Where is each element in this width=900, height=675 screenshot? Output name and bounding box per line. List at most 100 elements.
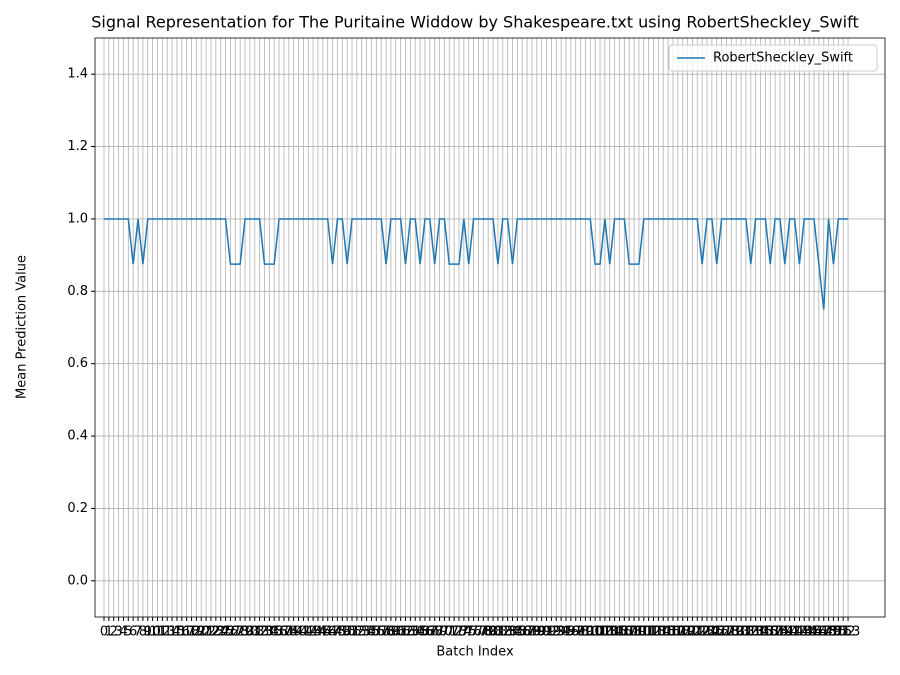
x-tick-label: 57 xyxy=(373,625,390,640)
x-tick-label: 111 xyxy=(631,625,656,640)
x-tick-label: 79 xyxy=(480,625,497,640)
x-tick-label: 75 xyxy=(460,625,477,640)
x-tick-label: 26 xyxy=(222,625,239,640)
x-tick-label: 81 xyxy=(490,625,507,640)
x-tick-label: 42 xyxy=(300,625,317,640)
x-tick-label: 92 xyxy=(543,625,560,640)
x-tick-label: 86 xyxy=(514,625,531,640)
x-tick-label: 37 xyxy=(276,625,293,640)
x-tick-label: 3 xyxy=(114,625,122,640)
x-tick-label: 128 xyxy=(714,625,739,640)
x-tick-label: 25 xyxy=(217,625,234,640)
x-tick-label: 30 xyxy=(242,625,259,640)
x-tick-label: 122 xyxy=(685,625,710,640)
x-tick-label: 29 xyxy=(237,625,254,640)
x-tick-label: 63 xyxy=(402,625,419,640)
x-tick-label: 21 xyxy=(198,625,215,640)
x-tick-label: 149 xyxy=(816,625,841,640)
x-tick-label: 24 xyxy=(212,625,229,640)
x-tick-label: 55 xyxy=(363,625,380,640)
legend-box xyxy=(668,44,878,72)
x-tick-label: 89 xyxy=(529,625,546,640)
x-tick-label: 16 xyxy=(174,625,191,640)
x-tick-label: 96 xyxy=(563,625,580,640)
x-tick-label: 98 xyxy=(572,625,589,640)
x-tick-label: 7 xyxy=(134,625,142,640)
x-tick-label: 48 xyxy=(329,625,346,640)
x-tick-label: 87 xyxy=(519,625,536,640)
x-tick-label: 22 xyxy=(203,625,220,640)
x-tick-label: 31 xyxy=(246,625,263,640)
x-tick-label: 9 xyxy=(144,625,152,640)
x-tick-label: 69 xyxy=(431,625,448,640)
x-tick-label: 102 xyxy=(588,625,613,640)
x-tick-label: 18 xyxy=(183,625,200,640)
x-tick-label: 141 xyxy=(777,625,802,640)
x-tick-label: 94 xyxy=(553,625,570,640)
x-tick-label: 64 xyxy=(407,625,424,640)
x-tick-label: 130 xyxy=(724,625,749,640)
x-tick-label: 83 xyxy=(499,625,516,640)
x-tick-label: 62 xyxy=(397,625,414,640)
x-tick-label: 137 xyxy=(758,625,783,640)
x-tick-label: 46 xyxy=(319,625,336,640)
x-tick-label: 58 xyxy=(378,625,395,640)
x-tick-label: 117 xyxy=(661,625,686,640)
x-tick-label: 53 xyxy=(353,625,370,640)
x-tick-label: 15 xyxy=(169,625,186,640)
x-tick-label: 1 xyxy=(105,625,113,640)
x-tick-label: 38 xyxy=(281,625,298,640)
x-tick-label: 77 xyxy=(470,625,487,640)
x-tick-label: 60 xyxy=(388,625,405,640)
x-tick-label: 56 xyxy=(368,625,385,640)
x-tick-label: 150 xyxy=(821,625,846,640)
x-tick-label: 127 xyxy=(709,625,734,640)
x-tick-label: 12 xyxy=(154,625,171,640)
x-tick-label: 109 xyxy=(622,625,647,640)
y-tick-label: 1.2 xyxy=(67,139,88,154)
x-tick-label: 114 xyxy=(646,625,671,640)
x-tick-label: 44 xyxy=(310,625,327,640)
x-tick-label: 11 xyxy=(149,625,166,640)
x-tick-label: 49 xyxy=(334,625,351,640)
x-tick-label: 106 xyxy=(607,625,632,640)
x-tick-label: 152 xyxy=(831,625,856,640)
x-tick-label: 66 xyxy=(417,625,434,640)
x-tick-label: 99 xyxy=(577,625,594,640)
x-tick-label: 6 xyxy=(129,625,137,640)
x-tick-label: 135 xyxy=(748,625,773,640)
x-tick-label: 84 xyxy=(504,625,521,640)
x-tick-label: 121 xyxy=(680,625,705,640)
x-tick-label: 35 xyxy=(266,625,283,640)
x-tick-label: 146 xyxy=(802,625,827,640)
x-tick-label: 119 xyxy=(670,625,695,640)
line xyxy=(103,218,849,310)
x-tick-label: 76 xyxy=(465,625,482,640)
y-tick-label: 0.8 xyxy=(67,284,88,299)
x-tick-label: 125 xyxy=(699,625,724,640)
x-tick-label: 118 xyxy=(665,625,690,640)
x-tick-label: 13 xyxy=(159,625,176,640)
x-tick-label: 14 xyxy=(164,625,181,640)
x-tick-label: 72 xyxy=(446,625,463,640)
y-tick-label: 1.0 xyxy=(67,211,88,226)
chart-title: Signal Representation for The Puritaine … xyxy=(91,13,858,33)
x-tick-label: 39 xyxy=(285,625,302,640)
x-tick-label: 36 xyxy=(271,625,288,640)
y-tick-label: 0.6 xyxy=(67,356,88,371)
x-tick-label: 97 xyxy=(567,625,584,640)
y-tick-label: 1.4 xyxy=(67,67,88,82)
x-tick-label: 78 xyxy=(475,625,492,640)
x-tick-label: 91 xyxy=(538,625,555,640)
x-tick-label: 145 xyxy=(797,625,822,640)
x-tick-label: 138 xyxy=(763,625,788,640)
x-tick-label: 2 xyxy=(110,625,118,640)
x-tick-label: 5 xyxy=(124,625,132,640)
x-tick-label: 143 xyxy=(787,625,812,640)
x-tick-label: 28 xyxy=(232,625,249,640)
x-tick-label: 147 xyxy=(806,625,831,640)
x-tick-label: 108 xyxy=(617,625,642,640)
y-tick-label: 0.4 xyxy=(67,429,88,444)
x-tick-label: 80 xyxy=(485,625,502,640)
